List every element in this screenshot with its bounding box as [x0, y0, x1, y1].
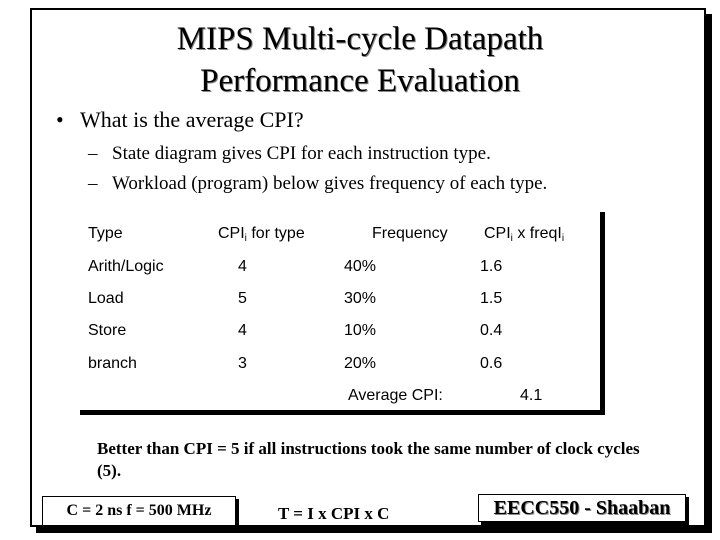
table-row-product: 1.6 [480, 258, 503, 275]
sub-bullet-2: – Workload (program) below gives frequen… [88, 172, 547, 196]
table-row-product: 0.4 [480, 322, 503, 339]
time-formula: T = I x CPI x C [278, 504, 390, 523]
table-row-type: branch [88, 355, 137, 372]
header-cpi-sub: i [244, 233, 247, 244]
slide-title-line2: Performance Evaluation [200, 63, 520, 99]
slide-title-line1: MIPS Multi-cycle Datapath [176, 21, 544, 57]
header-cpi: CPIi for type [218, 224, 305, 249]
header-product: CPIi x freqIi [484, 224, 564, 249]
table-row-freq: 40% [344, 258, 377, 275]
header-product-prefix: CPI [484, 225, 511, 242]
header-cpi-suffix: for type [246, 225, 305, 242]
table-row-cpi: 4 [238, 322, 247, 339]
header-cpi-prefix: CPI [218, 225, 245, 242]
table-row-product: 0.6 [480, 355, 503, 372]
header-product-mid: x freqI [512, 225, 562, 242]
bullet-icon: • [56, 107, 64, 132]
table-row-freq: 30% [344, 290, 377, 307]
table-row-type: Arith/Logic [88, 258, 164, 275]
table-row-type: Store [88, 322, 127, 339]
header-frequency: Frequency [372, 225, 448, 242]
dash-icon: – [88, 173, 98, 194]
note-text: Better than CPI = 5 if all instructions … [97, 439, 640, 480]
table-row-freq: 20% [344, 355, 377, 372]
table-row-product: 1.5 [480, 290, 503, 307]
main-bullet: • What is the average CPI? [56, 106, 304, 134]
sub-bullet-1: – State diagram gives CPI for each instr… [88, 142, 491, 166]
header-product-sub2: i [561, 233, 565, 244]
table-row-cpi: 5 [238, 290, 247, 307]
header-product-sub1: i [510, 233, 513, 244]
average-cpi-value: 4.1 [520, 387, 543, 404]
table-row-type: Load [88, 290, 124, 307]
table-row-cpi: 4 [238, 258, 247, 275]
sub-bullet-2-text: Workload (program) below gives frequency… [112, 173, 548, 194]
cpi-table: Type CPIi for type Frequency CPIi x freq… [80, 212, 605, 415]
sub-bullet-1-text: State diagram gives CPI for each instruc… [112, 143, 491, 164]
header-type: Type [88, 225, 123, 242]
clock-box: C = 2 ns f = 500 MHz [42, 496, 236, 526]
slide-footer: #44 Lec # 5 Winter 2010 1-4-2011 [510, 526, 624, 535]
course-label: EECC550 - Shaaban [478, 494, 686, 522]
main-bullet-text: What is the average CPI? [80, 107, 304, 132]
average-cpi-label: Average CPI: [348, 387, 443, 404]
table-row-freq: 10% [344, 322, 377, 339]
table-row-cpi: 3 [238, 355, 247, 372]
dash-icon: – [88, 143, 98, 164]
